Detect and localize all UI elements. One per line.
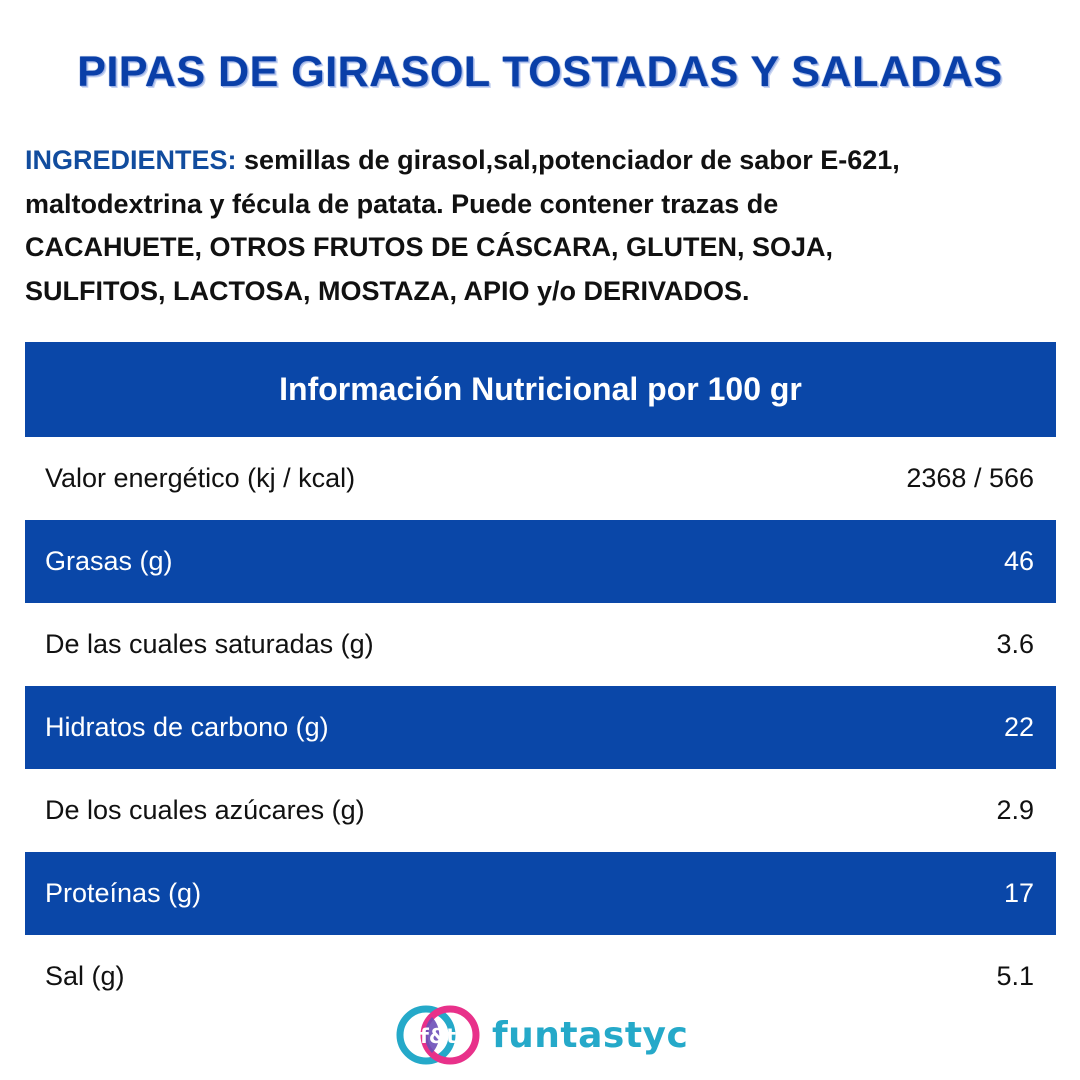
ingredients-line-4: SULFITOS, LACTOSA, MOSTAZA, APIO y/o DER… [25, 275, 750, 306]
nutrition-value: 2.9 [996, 795, 1034, 825]
ingredients-label: INGREDIENTES: [25, 145, 237, 175]
nutrition-label: Sal (g) [45, 961, 125, 991]
ingredients-text: INGREDIENTES: semillas de girasol,sal,po… [25, 139, 1060, 313]
nutrition-row-carbs: Hidratos de carbono (g) 22 [25, 686, 1056, 769]
ingredients-line-3: CACAHUETE, OTROS FRUTOS DE CÁSCARA, GLUT… [25, 232, 834, 262]
nutrition-value: 17 [1003, 878, 1034, 908]
brand-name: funtastyc [492, 1014, 689, 1056]
nutrition-label: De las cuales saturadas (g) [45, 629, 374, 659]
nutrition-label: Proteínas (g) [45, 878, 202, 908]
nutrition-label: Grasas (g) [45, 546, 173, 576]
ingredients-line-1: INGREDIENTES: semillas de girasol,sal,po… [25, 139, 1060, 183]
brand-footer: f&t funtastyc [388, 1005, 688, 1065]
nutrition-row-protein: Proteínas (g) 17 [25, 852, 1056, 935]
brand-logo-icon: f&t [396, 1005, 480, 1065]
nutrition-value: 5.1 [996, 961, 1034, 991]
nutrition-row-sugars: De los cuales azúcares (g) 2.9 [25, 769, 1056, 852]
ingredients-line-1-text: semillas de girasol,sal,potenciador de s… [236, 145, 900, 175]
nutrition-label: De los cuales azúcares (g) [45, 795, 365, 825]
nutrition-value: 2368 / 566 [906, 463, 1034, 493]
nutrition-table: Información Nutricional por 100 gr Valor… [25, 342, 1056, 1018]
nutrition-label: Hidratos de carbono (g) [45, 712, 329, 742]
nutrition-row-fat: Grasas (g) 46 [25, 520, 1056, 603]
brand-logo-text: f&t [420, 1024, 456, 1048]
nutrition-value: 3.6 [996, 629, 1034, 659]
ingredients-line-2: maltodextrina y fécula de patata. Puede … [25, 188, 779, 219]
nutrition-row-energy: Valor energético (kj / kcal) 2368 / 566 [25, 437, 1056, 520]
nutrition-label: Valor energético (kj / kcal) [45, 463, 356, 493]
nutrition-value: 22 [1003, 712, 1034, 742]
nutrition-row-salt: Sal (g) 5.1 [25, 935, 1056, 1018]
nutrition-table-header: Información Nutricional por 100 gr [25, 342, 1056, 437]
nutrition-row-saturated: De las cuales saturadas (g) 3.6 [25, 603, 1056, 686]
nutrition-value: 46 [1003, 546, 1034, 576]
product-title: PIPAS DE GIRASOL TOSTADAS Y SALADAS [77, 48, 1003, 96]
